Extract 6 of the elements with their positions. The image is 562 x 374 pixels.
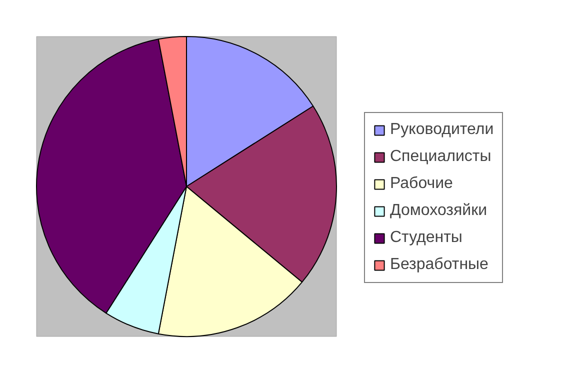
legend-label: Домохозяйки [390,202,488,220]
legend-label: Безработные [390,256,488,274]
legend-label: Специалисты [390,148,492,166]
legend-label: Студенты [390,229,462,247]
legend-label: Руководители [390,121,494,139]
legend-label: Рабочие [390,175,453,193]
